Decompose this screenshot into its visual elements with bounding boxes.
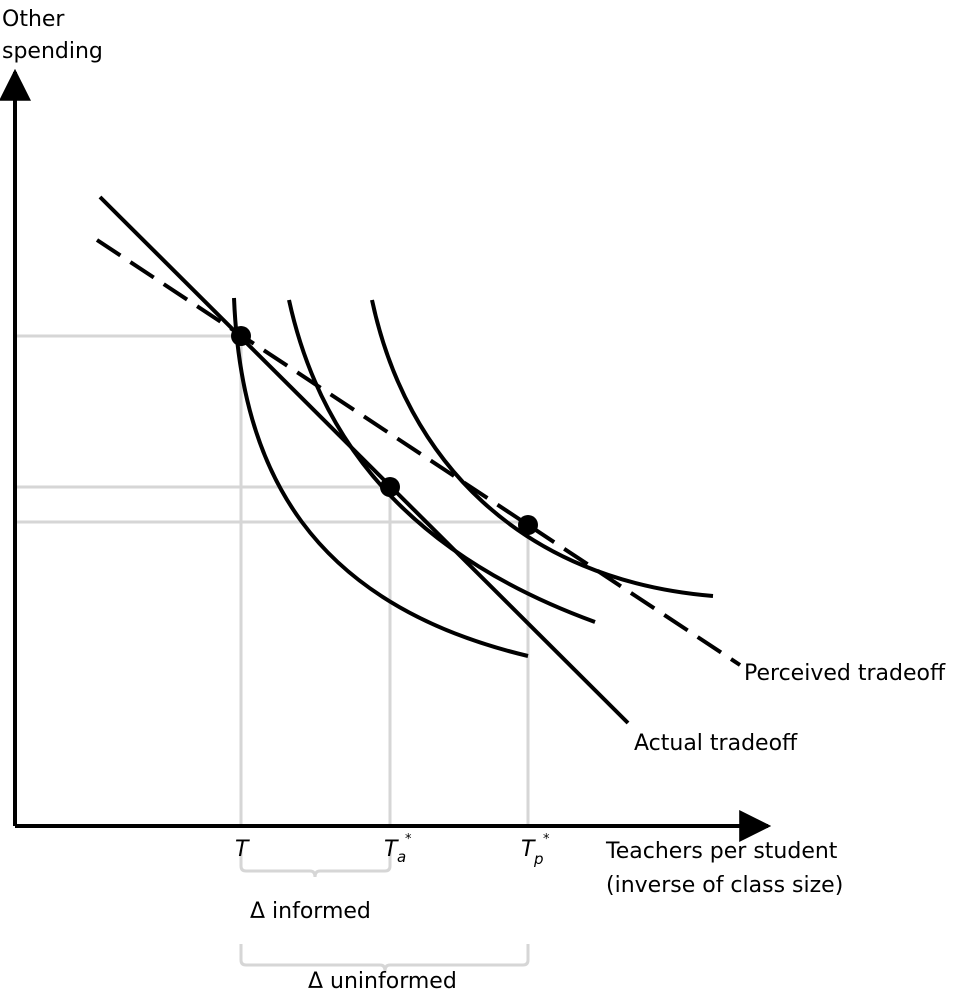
delta-uninformed-label: Δ uninformed bbox=[308, 969, 457, 994]
delta-informed-label: Δ informed bbox=[250, 899, 371, 924]
tick-Ta-sub: a bbox=[397, 848, 406, 866]
tick-Tp-sub: p bbox=[533, 850, 544, 868]
tick-Tp-sup: * bbox=[543, 832, 550, 847]
point-T bbox=[231, 326, 251, 346]
brace-informed bbox=[239, 850, 392, 878]
indifference-curves bbox=[232, 297, 714, 658]
brace-uninformed bbox=[239, 944, 530, 972]
y-axis-label-line2: spending bbox=[2, 39, 103, 64]
tick-label-T: T bbox=[235, 837, 250, 862]
point-Tp bbox=[518, 515, 538, 535]
indifference-curve-3 bbox=[370, 299, 714, 598]
tick-label-Tp: T bbox=[521, 837, 536, 862]
tick-Ta-base: T bbox=[384, 837, 399, 862]
point-Ta bbox=[380, 477, 400, 497]
actual-tradeoff-line bbox=[98, 195, 630, 725]
perceived-tradeoff-label: Perceived tradeoff bbox=[744, 661, 946, 686]
guide-lines bbox=[15, 334, 530, 826]
x-axis-label-line2: (inverse of class size) bbox=[606, 873, 843, 898]
axes bbox=[0, 68, 772, 842]
indifference-curve-2 bbox=[287, 299, 596, 624]
tick-Ta-sup: * bbox=[405, 832, 412, 847]
tick-label-Ta: T bbox=[384, 837, 399, 862]
braces bbox=[239, 850, 530, 972]
equilibrium-points bbox=[231, 326, 538, 535]
indifference-curve-1 bbox=[232, 297, 529, 658]
perceived-tradeoff-line bbox=[95, 238, 742, 667]
x-axis-label-line1: Teachers per student bbox=[605, 839, 838, 864]
y-axis-label-line1: Other bbox=[2, 7, 65, 32]
actual-tradeoff-label: Actual tradeoff bbox=[634, 731, 798, 756]
tick-Tp-base: T bbox=[521, 837, 536, 862]
